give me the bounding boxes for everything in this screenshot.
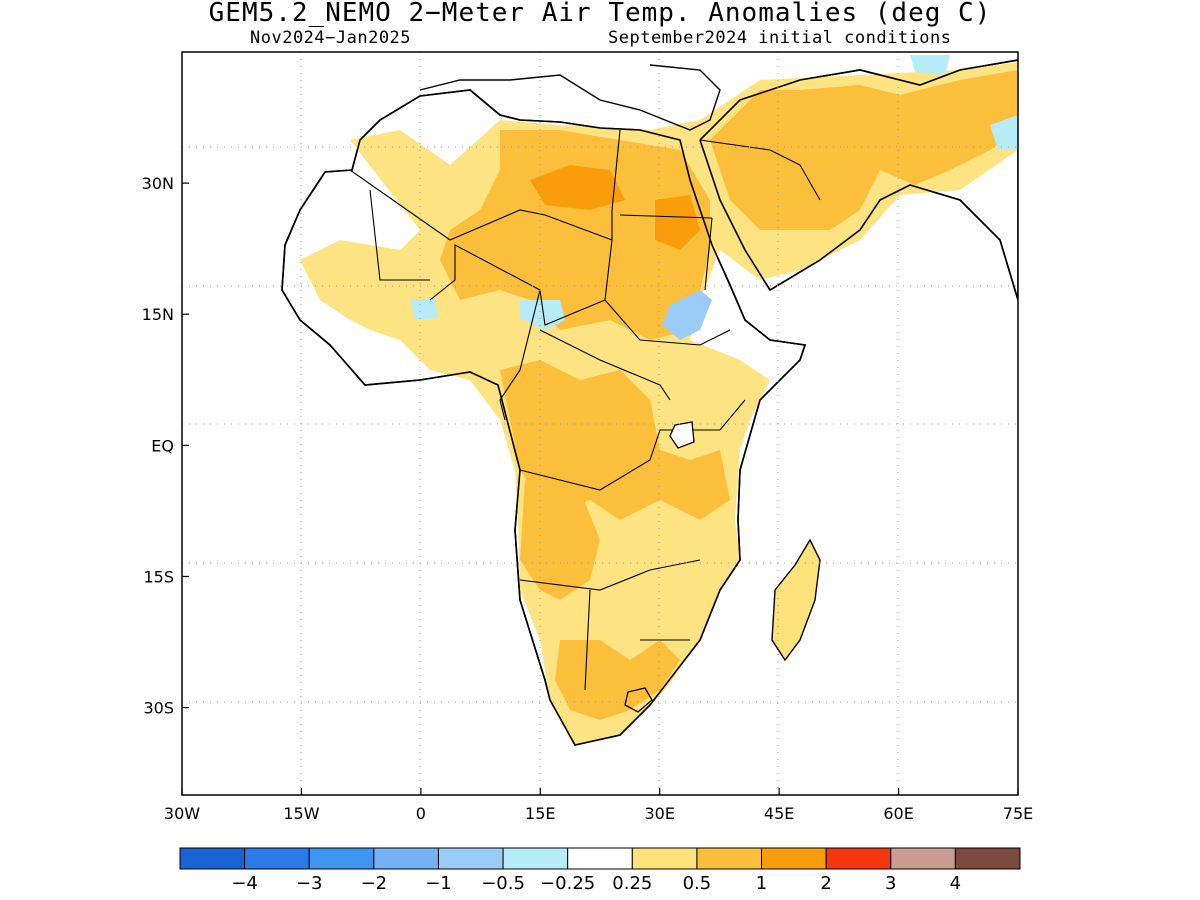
anomaly-neg-mali bbox=[410, 298, 438, 320]
y-tick-label: 15N bbox=[142, 305, 174, 324]
map-axes: 30W 15W 0 15E 30E 45E 60E 75E 30N 15N EQ 15S 30S bbox=[142, 174, 1034, 823]
x-tick-label: 15W bbox=[283, 804, 319, 823]
x-tick-label: 30E bbox=[644, 804, 674, 823]
madagascar bbox=[771, 538, 821, 662]
x-tick-label: 30W bbox=[164, 804, 200, 823]
africa-coastline bbox=[281, 89, 807, 746]
colorbar-swatch bbox=[825, 847, 892, 870]
colorbar-label: −0.25 bbox=[540, 873, 595, 894]
colorbar-label: 4 bbox=[950, 873, 961, 894]
anomaly-0p5-arabia bbox=[710, 70, 1018, 230]
x-tick-label: 45E bbox=[764, 804, 794, 823]
anomaly-field bbox=[281, 55, 1018, 746]
colorbar-swatch bbox=[437, 847, 504, 870]
colorbar-swatch bbox=[890, 847, 956, 870]
x-tick-label: 0 bbox=[416, 804, 426, 823]
colorbar-swatch bbox=[567, 847, 633, 870]
colorbar-label: 1 bbox=[756, 873, 767, 894]
colorbar-swatch bbox=[954, 847, 1021, 870]
lesotho bbox=[624, 687, 653, 713]
colorbar-label: −1 bbox=[425, 873, 452, 894]
x-tick-label: 75E bbox=[1003, 804, 1033, 823]
colorbar-label: 0.25 bbox=[612, 873, 652, 894]
anomaly-0p5-central bbox=[500, 360, 730, 520]
colorbar-label: 0.5 bbox=[683, 873, 712, 894]
arabia-coastline bbox=[699, 59, 1018, 301]
x-tick-label: 15E bbox=[525, 804, 555, 823]
forecast-period: Nov2024−Jan2025 bbox=[250, 28, 412, 48]
anomaly-1-libya bbox=[530, 165, 625, 210]
anomaly-neg-ethiopia bbox=[662, 290, 712, 340]
anomaly-0p5-southern-africa bbox=[555, 640, 680, 720]
colorbar-swatch bbox=[179, 847, 246, 870]
anomaly-0p5-sahara bbox=[440, 130, 710, 340]
colorbar-swatch bbox=[308, 847, 375, 870]
y-tick-label: EQ bbox=[151, 436, 174, 455]
anomaly-neg-caspian bbox=[910, 55, 950, 75]
map-title: GEM5.2_NEMO 2−Meter Air Temp. Anomalies … bbox=[208, 0, 992, 28]
colorbar: −4 −3 −2 −1 −0.5 −0.25 0.25 0.5 1 2 3 4 bbox=[179, 847, 1021, 894]
y-tick-label: 30S bbox=[143, 699, 174, 718]
grid-lines bbox=[182, 52, 1018, 795]
anomaly-1-sudan bbox=[655, 195, 700, 250]
colorbar-swatch bbox=[761, 847, 827, 870]
x-tick-label: 60E bbox=[883, 804, 913, 823]
y-tick-label: 15S bbox=[143, 567, 174, 586]
colorbar-swatch bbox=[244, 847, 310, 870]
colorbar-label: 3 bbox=[885, 873, 896, 894]
colorbar-swatch bbox=[373, 847, 439, 870]
anomaly-neg-chad bbox=[520, 300, 565, 330]
initial-conditions: September2024 initial conditions bbox=[608, 28, 952, 48]
europe-coastline bbox=[419, 64, 721, 131]
colorbar-label: −4 bbox=[231, 873, 258, 894]
colorbar-swatch bbox=[631, 847, 698, 870]
colorbar-label: −3 bbox=[296, 873, 323, 894]
colorbar-label: −0.5 bbox=[481, 873, 525, 894]
y-tick-label: 30N bbox=[142, 174, 174, 193]
anomaly-neg-gulf bbox=[990, 115, 1018, 150]
lake-victoria bbox=[669, 421, 695, 449]
colorbar-label: 2 bbox=[820, 873, 831, 894]
colorbar-swatch bbox=[502, 847, 569, 870]
map-frame bbox=[181, 51, 1019, 796]
colorbar-swatch bbox=[696, 847, 763, 870]
colorbar-label: −2 bbox=[361, 873, 388, 894]
